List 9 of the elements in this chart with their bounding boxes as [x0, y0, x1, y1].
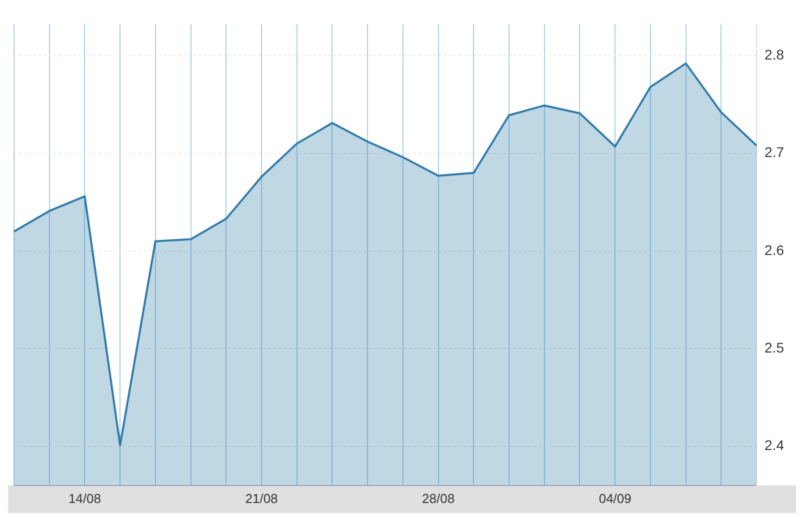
x-tick-label: 14/08 — [68, 490, 101, 506]
y-tick-label: 2.6 — [764, 242, 784, 258]
y-tick-label: 2.5 — [764, 340, 784, 356]
y-tick-label: 2.4 — [764, 437, 784, 454]
x-tick-label: 28/08 — [422, 490, 455, 506]
y-tick-label: 2.8 — [764, 46, 784, 63]
y-tick-label: 2.7 — [764, 144, 784, 160]
x-tick-label: 21/08 — [245, 490, 278, 506]
x-tick-label: 04/09 — [598, 490, 632, 506]
